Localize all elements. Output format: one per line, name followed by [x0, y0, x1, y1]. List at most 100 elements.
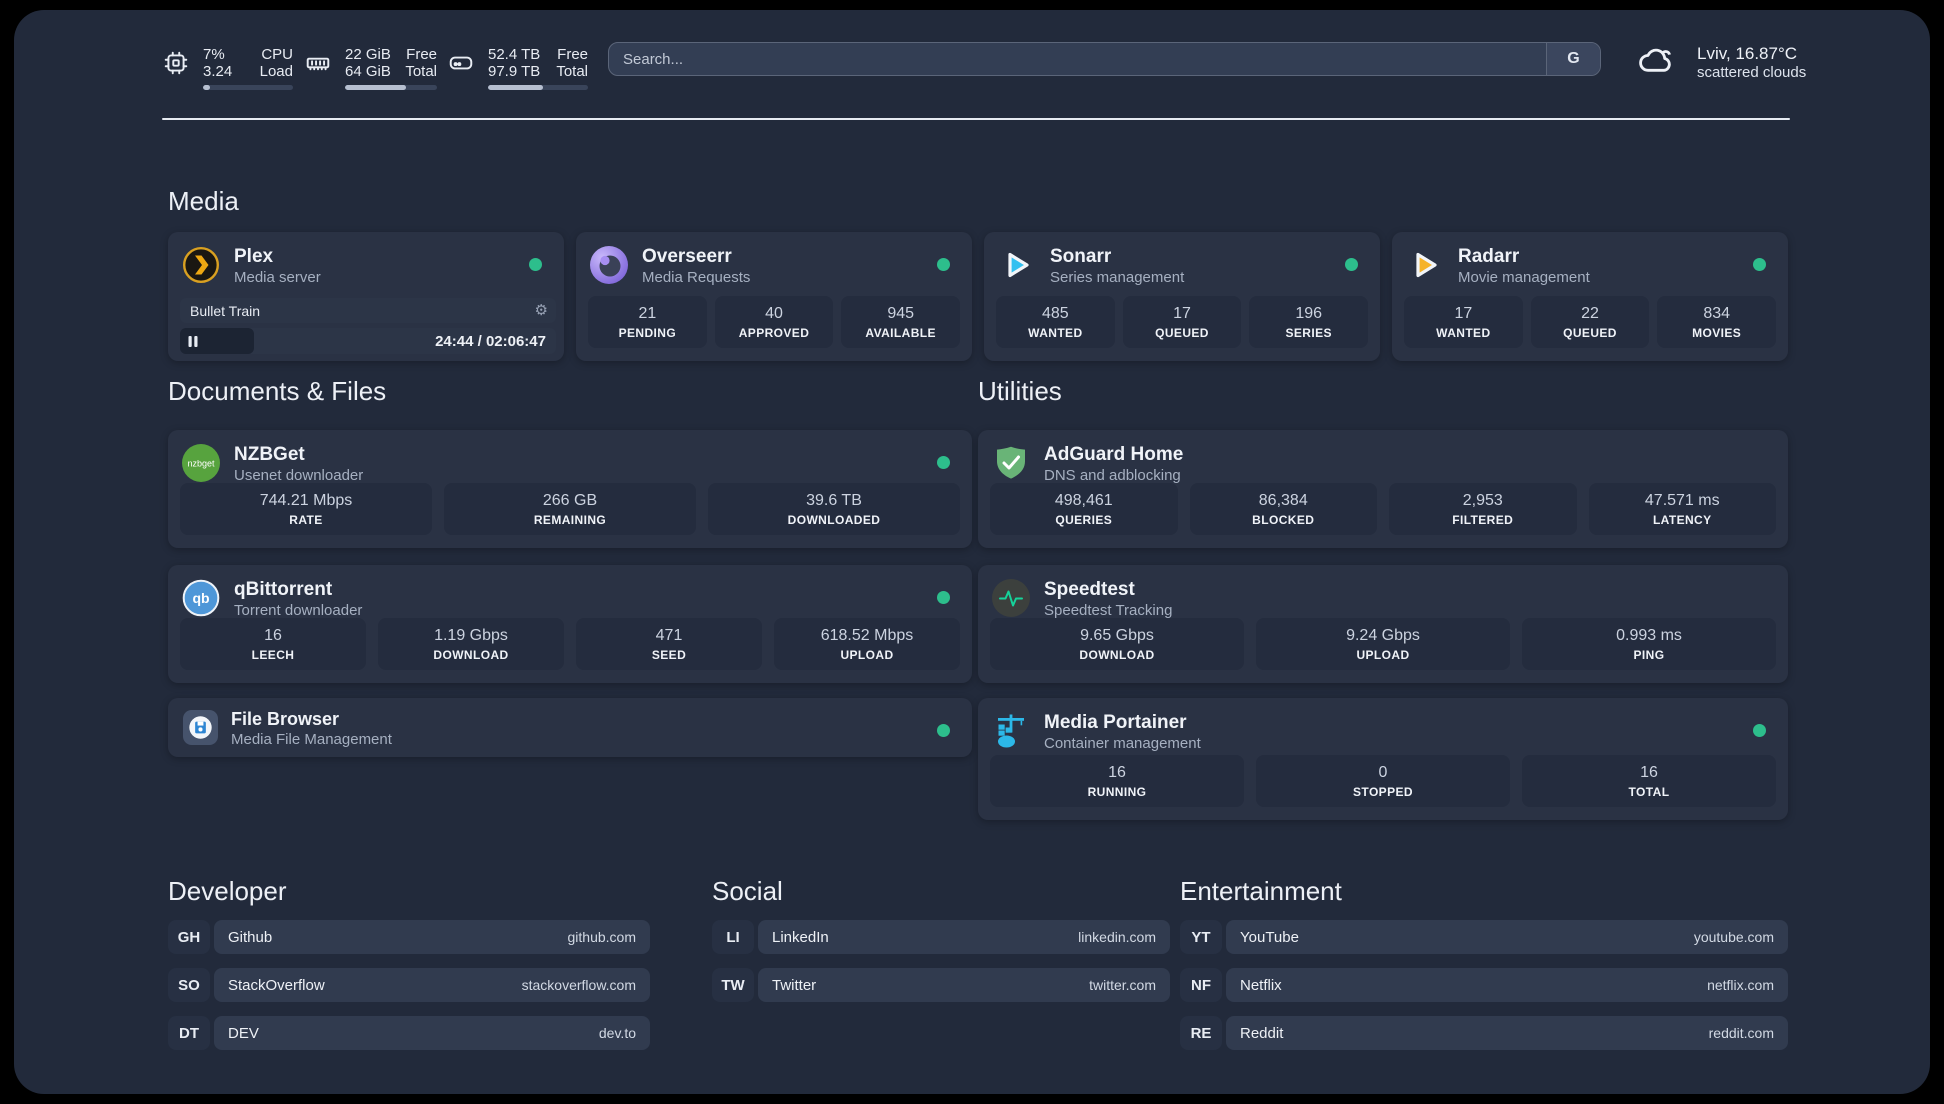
weather-condition: scattered clouds	[1697, 64, 1807, 81]
link-github[interactable]: Github github.com	[214, 920, 650, 954]
app-name: Radarr	[1458, 246, 1520, 267]
app-name: Media Portainer	[1044, 712, 1187, 733]
stat-tile: 945 AVAILABLE	[841, 296, 961, 348]
pause-button[interactable]	[180, 328, 254, 354]
app-name: File Browser	[231, 709, 340, 729]
stat-tile: 16 LEECH	[180, 618, 366, 670]
app-card-adguard-home[interactable]: AdGuard Home DNS and adblocking 498,461 Q…	[978, 430, 1788, 548]
app-description: Series management	[1050, 269, 1185, 286]
link-tag: GH	[168, 920, 210, 954]
speedtest-pulse-icon	[992, 579, 1030, 617]
section-title-media: Media	[168, 186, 239, 216]
status-dot-online	[1753, 724, 1766, 737]
cpu-usage-value: 7%	[203, 46, 225, 63]
app-card-speedtest[interactable]: Speedtest Speedtest Tracking 9.65 Gbps DO…	[978, 565, 1788, 683]
link-youtube[interactable]: YouTube youtube.com	[1226, 920, 1788, 954]
stat-tile: 0.993 ms PING	[1522, 618, 1776, 670]
status-dot-online	[937, 724, 950, 737]
social-links: LI LinkedIn linkedin.com TW Twitter twit…	[712, 920, 1170, 1002]
app-description: Torrent downloader	[234, 602, 363, 619]
app-card-qbittorrent[interactable]: qb qBittorrent Torrent downloader 16 LEEC…	[168, 565, 972, 683]
sonarr-icon	[998, 246, 1036, 284]
app-card-overseerr[interactable]: Overseerr Media Requests 21 PENDING 40 APP…	[576, 232, 972, 361]
disk-total-label: Total	[556, 63, 588, 80]
stat-tile: 16 TOTAL	[1522, 755, 1776, 807]
app-name: Plex	[234, 246, 274, 267]
link-dev[interactable]: DEV dev.to	[214, 1016, 650, 1050]
app-card-plex[interactable]: Plex Media server Bullet Train ⚙ 24:44 /…	[168, 232, 564, 361]
app-card-media-portainer[interactable]: Media Portainer Container management 16 R…	[978, 698, 1788, 820]
link-linkedin[interactable]: LinkedIn linkedin.com	[758, 920, 1170, 954]
app-name: Speedtest	[1044, 579, 1135, 600]
app-description: Container management	[1044, 735, 1201, 752]
portainer-crane-icon	[992, 712, 1030, 750]
app-description: Movie management	[1458, 269, 1590, 286]
memory-progress-bar	[345, 85, 437, 90]
disk-stats-widget: 52.4 TB Free 97.9 TB Total	[448, 46, 588, 90]
dashboard-panel: 7% CPU 3.24 Load 22 GiB Free 64 GiB Total	[14, 10, 1930, 1094]
link-tag: DT	[168, 1016, 210, 1050]
search-input[interactable]	[609, 43, 1546, 75]
cpu-label: CPU	[261, 46, 293, 63]
memory-stats-widget: 22 GiB Free 64 GiB Total	[305, 46, 437, 90]
entertainment-links: YT YouTube youtube.com NF Netflix netfli…	[1180, 920, 1788, 1050]
status-dot-online	[1753, 258, 1766, 271]
memory-free-value: 22 GiB	[345, 46, 391, 63]
app-card-file-browser[interactable]: File Browser Media File Management	[168, 698, 972, 757]
svg-text:qb: qb	[192, 590, 209, 606]
gear-icon[interactable]: ⚙	[534, 302, 548, 319]
disk-free-value: 52.4 TB	[488, 46, 541, 63]
link-tag: NF	[1180, 968, 1222, 1002]
link-tag: SO	[168, 968, 210, 1002]
stat-tile: 744.21 Mbps RATE	[180, 483, 432, 535]
link-twitter[interactable]: Twitter twitter.com	[758, 968, 1170, 1002]
link-netflix[interactable]: Netflix netflix.com	[1226, 968, 1788, 1002]
stat-tile: 498,461 QUERIES	[990, 483, 1178, 535]
disk-total-value: 97.9 TB	[488, 63, 541, 80]
cpu-load-label: Load	[259, 63, 293, 80]
link-stackoverflow[interactable]: StackOverflow stackoverflow.com	[214, 968, 650, 1002]
app-card-nzbget[interactable]: nzbget NZBGet Usenet downloader 744.21 M…	[168, 430, 972, 548]
stat-tile: 266 GB REMAINING	[444, 483, 696, 535]
stat-tile: 39.6 TB DOWNLOADED	[708, 483, 960, 535]
stat-tile: 0 STOPPED	[1256, 755, 1510, 807]
memory-total-label: Total	[405, 63, 437, 80]
cloud-icon	[1633, 40, 1679, 85]
header-divider	[162, 118, 1790, 120]
disk-progress-bar	[488, 85, 588, 90]
now-playing-bar: Bullet Train ⚙	[180, 298, 556, 323]
search-engine-button[interactable]: G	[1546, 43, 1600, 75]
file-browser-icon	[182, 709, 219, 746]
link-row-twitter: TW Twitter twitter.com	[712, 968, 1170, 1002]
stat-tile: 22 QUEUED	[1530, 296, 1650, 348]
ram-icon	[305, 50, 331, 81]
status-dot-online	[937, 591, 950, 604]
disk-icon	[448, 50, 474, 81]
link-row-stackoverflow: SO StackOverflow stackoverflow.com	[168, 968, 650, 1002]
cpu-load-value: 3.24	[203, 63, 233, 80]
status-dot-online	[1345, 258, 1358, 271]
link-row-youtube: YT YouTube youtube.com	[1180, 920, 1788, 954]
search-bar: G	[608, 42, 1601, 76]
cpu-progress-bar	[203, 85, 293, 90]
app-card-radarr[interactable]: Radarr Movie management 17 WANTED 22 QUEUE…	[1392, 232, 1788, 361]
app-description: Media server	[234, 269, 321, 286]
section-title-social: Social	[712, 876, 783, 906]
app-description: Speedtest Tracking	[1044, 602, 1173, 619]
app-card-sonarr[interactable]: Sonarr Series management 485 WANTED 17 QUE…	[984, 232, 1380, 361]
link-tag: YT	[1180, 920, 1222, 954]
status-dot-online	[937, 258, 950, 271]
link-reddit[interactable]: Reddit reddit.com	[1226, 1016, 1788, 1050]
stat-tile: 40 APPROVED	[714, 296, 834, 348]
app-description: Usenet downloader	[234, 467, 364, 484]
developer-links: GH Github github.com SO StackOverflow st…	[168, 920, 650, 1050]
weather-widget: Lviv, 16.87°C scattered clouds	[1633, 40, 1806, 85]
playback-time: 24:44 / 02:06:47	[435, 332, 546, 350]
memory-free-label: Free	[406, 46, 437, 63]
radarr-icon	[1406, 246, 1444, 284]
app-description: Media Requests	[642, 269, 751, 286]
stat-tile: 618.52 Mbps UPLOAD	[774, 618, 960, 670]
stat-tile: 2,953 FILTERED	[1389, 483, 1577, 535]
app-name: Overseerr	[642, 246, 732, 267]
status-dot-online	[937, 456, 950, 469]
